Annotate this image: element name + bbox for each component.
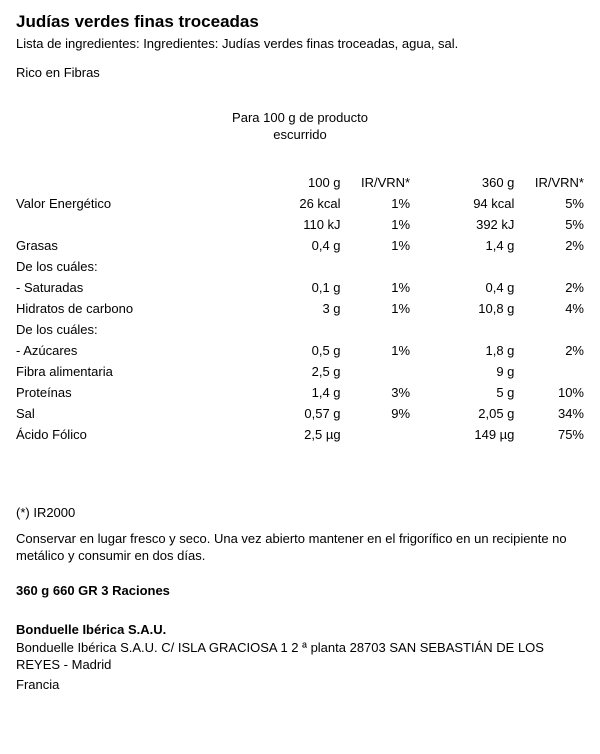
nutrient-label: Ácido Fólico: [16, 424, 236, 445]
table-row: Valor Energético26 kcal1%94 kcal5%: [16, 193, 584, 214]
percent-100g: 1%: [341, 298, 411, 319]
percent-360g: [514, 319, 584, 340]
company-country: Francia: [16, 676, 584, 694]
table-row: Sal0,57 g9%2,05 g34%: [16, 403, 584, 424]
table-row: - Azúcares0,5 g1%1,8 g2%: [16, 340, 584, 361]
company-name: Bonduelle Ibérica S.A.U.: [16, 622, 584, 637]
subtitle-line1: Para 100 g de producto: [232, 110, 368, 125]
percent-100g: 3%: [341, 382, 411, 403]
value-360g: 9 g: [410, 361, 514, 382]
value-100g: 2,5 g: [236, 361, 340, 382]
nutrient-label: De los cuáles:: [16, 256, 236, 277]
value-100g: 26 kcal: [236, 193, 340, 214]
percent-360g: 10%: [514, 382, 584, 403]
portion-text: 360 g 660 GR 3 Raciones: [16, 583, 584, 598]
value-360g: 392 kJ: [410, 214, 514, 235]
table-row: De los cuáles:: [16, 319, 584, 340]
percent-360g: 2%: [514, 235, 584, 256]
ingredients-text: Lista de ingredientes: Ingredientes: Jud…: [16, 36, 584, 51]
percent-360g: 75%: [514, 424, 584, 445]
value-360g: 10,8 g: [410, 298, 514, 319]
header-360g: 360 g: [410, 172, 514, 193]
company-address: Bonduelle Ibérica S.A.U. C/ ISLA GRACIOS…: [16, 639, 584, 674]
percent-360g: [514, 256, 584, 277]
value-360g: [410, 256, 514, 277]
percent-360g: 4%: [514, 298, 584, 319]
claim-text: Rico en Fibras: [16, 65, 584, 80]
table-row: Grasas0,4 g1%1,4 g2%: [16, 235, 584, 256]
value-100g: 0,1 g: [236, 277, 340, 298]
value-100g: 0,57 g: [236, 403, 340, 424]
value-360g: 1,8 g: [410, 340, 514, 361]
value-360g: [410, 319, 514, 340]
header-irvrn-2: IR/VRN*: [514, 172, 584, 193]
value-100g: 0,4 g: [236, 235, 340, 256]
header-100g: 100 g: [236, 172, 340, 193]
table-row: Ácido Fólico2,5 µg 149 µg75%: [16, 424, 584, 445]
table-row: - Saturadas0,1 g1%0,4 g2%: [16, 277, 584, 298]
header-irvrn-1: IR/VRN*: [341, 172, 411, 193]
percent-360g: 2%: [514, 277, 584, 298]
value-360g: 0,4 g: [410, 277, 514, 298]
table-header-row: 100 g IR/VRN* 360 g IR/VRN*: [16, 172, 584, 193]
table-row: De los cuáles:: [16, 256, 584, 277]
nutrition-table: 100 g IR/VRN* 360 g IR/VRN* Valor Energé…: [16, 172, 584, 445]
value-100g: [236, 256, 340, 277]
percent-100g: 1%: [341, 277, 411, 298]
value-360g: 1,4 g: [410, 235, 514, 256]
value-360g: 94 kcal: [410, 193, 514, 214]
product-title: Judías verdes finas troceadas: [16, 12, 584, 32]
table-row: Proteínas1,4 g3%5 g10%: [16, 382, 584, 403]
percent-360g: 34%: [514, 403, 584, 424]
percent-100g: [341, 361, 411, 382]
nutrition-subtitle: Para 100 g de producto escurrido: [16, 110, 584, 144]
value-100g: 0,5 g: [236, 340, 340, 361]
value-100g: 3 g: [236, 298, 340, 319]
nutrient-label: Sal: [16, 403, 236, 424]
table-row: Fibra alimentaria2,5 g 9 g: [16, 361, 584, 382]
percent-360g: 2%: [514, 340, 584, 361]
storage-text: Conservar en lugar fresco y seco. Una ve…: [16, 530, 584, 565]
value-100g: 2,5 µg: [236, 424, 340, 445]
value-360g: 2,05 g: [410, 403, 514, 424]
percent-360g: [514, 361, 584, 382]
percent-100g: 1%: [341, 340, 411, 361]
percent-100g: [341, 319, 411, 340]
percent-100g: 9%: [341, 403, 411, 424]
nutrient-label: Valor Energético: [16, 193, 236, 214]
percent-360g: 5%: [514, 214, 584, 235]
nutrient-label: De los cuáles:: [16, 319, 236, 340]
subtitle-line2: escurrido: [273, 127, 326, 142]
value-360g: 5 g: [410, 382, 514, 403]
percent-100g: [341, 424, 411, 445]
value-100g: 1,4 g: [236, 382, 340, 403]
percent-360g: 5%: [514, 193, 584, 214]
percent-100g: 1%: [341, 193, 411, 214]
table-row: Hidratos de carbono3 g1%10,8 g4%: [16, 298, 584, 319]
value-360g: 149 µg: [410, 424, 514, 445]
nutrient-label: [16, 214, 236, 235]
nutrient-label: Grasas: [16, 235, 236, 256]
footnote-text: (*) IR2000: [16, 505, 584, 520]
nutrient-label: - Saturadas: [16, 277, 236, 298]
value-100g: 110 kJ: [236, 214, 340, 235]
nutrient-label: Hidratos de carbono: [16, 298, 236, 319]
table-row: 110 kJ1%392 kJ5%: [16, 214, 584, 235]
percent-100g: 1%: [341, 235, 411, 256]
percent-100g: 1%: [341, 214, 411, 235]
nutrient-label: - Azúcares: [16, 340, 236, 361]
value-100g: [236, 319, 340, 340]
percent-100g: [341, 256, 411, 277]
nutrient-label: Proteínas: [16, 382, 236, 403]
nutrient-label: Fibra alimentaria: [16, 361, 236, 382]
